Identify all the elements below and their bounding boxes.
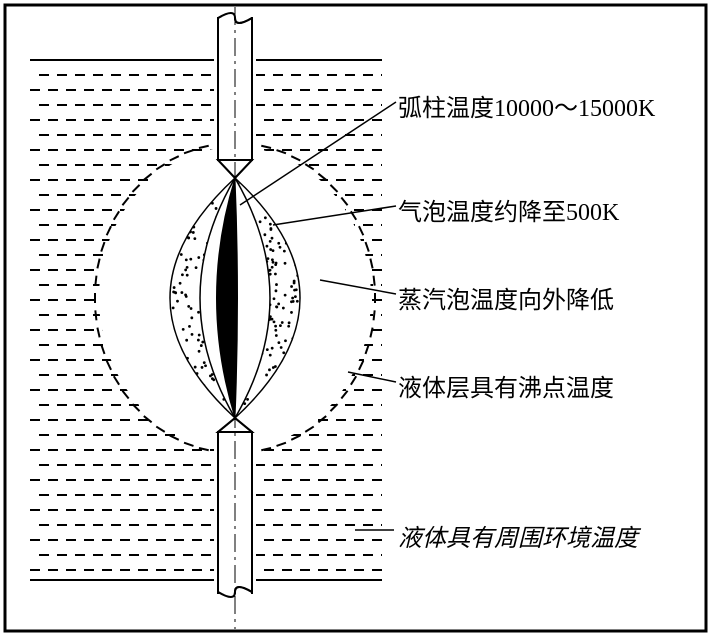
- label-liquid-ambient: 液体具有周围环境温度: [398, 518, 638, 553]
- label-bubble-temp: 气泡温度约降至500K: [398, 192, 619, 227]
- label-liquid-layer: 液体层具有沸点温度: [398, 368, 614, 403]
- label-arc-column-temp: 弧柱温度10000～15000K: [398, 88, 655, 123]
- label-vapor-temp: 蒸汽泡温度向外降低: [398, 280, 614, 315]
- diagram-container: { "canvas": { "width": 711, "height": 63…: [0, 0, 711, 636]
